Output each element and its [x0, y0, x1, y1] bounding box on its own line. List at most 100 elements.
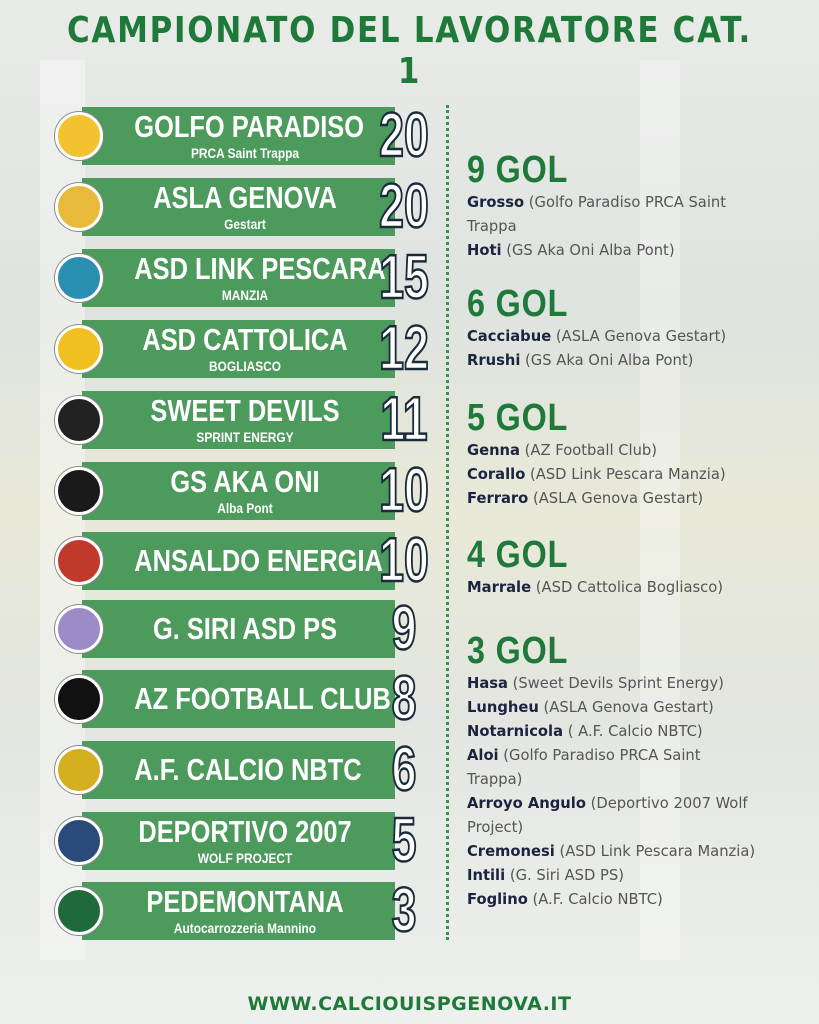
team-name: ASD LINK PESCARA — [134, 251, 386, 286]
scorer-line: Corallo (ASD Link Pescara Manzia) — [467, 462, 726, 486]
team-logo — [55, 325, 103, 373]
team-logo — [55, 675, 103, 723]
team-logo — [55, 746, 103, 794]
scorer-group: 9 GOL Grosso (Golfo Paradiso PRCA Saint Tr… — [467, 150, 740, 262]
team-sponsor: Gestart — [224, 216, 266, 232]
scorer-line: Ferraro (ASLA Genova Gestart) — [467, 486, 726, 510]
row-band — [82, 107, 395, 165]
team-logo — [55, 254, 103, 302]
team-logo — [55, 112, 103, 160]
scorer-line: Genna (AZ Football Club) — [467, 438, 726, 462]
row-band — [82, 882, 395, 940]
team-logo — [55, 537, 103, 585]
row-band — [82, 178, 395, 236]
website-link[interactable]: WWW.CALCIOUISPGENOVA.IT — [247, 993, 572, 1015]
player-team: (ASD Link Pescara Manzia) — [554, 842, 756, 860]
team-name: GOLFO PARADISO — [134, 109, 365, 144]
standings-row: PEDEMONTANA Autocarrozzeria Mannino 3 — [52, 876, 452, 945]
player-name: Cremonesi — [467, 842, 555, 860]
player-name: Foglino — [467, 890, 528, 908]
player-name: Intili — [467, 866, 506, 884]
player-team: (GS Aka Oni Alba Pont) — [501, 241, 675, 259]
scorer-line: Arroyo Angulo (Deportivo 2007 Wolf — [467, 791, 755, 815]
goal-count: 5 GOL — [467, 397, 569, 439]
standings-row: DEPORTIVO 2007 WOLF PROJECT 5 — [52, 806, 452, 875]
scorer-group: 3 GOL Hasa (Sweet Devils Sprint Energy) Lu… — [467, 631, 770, 911]
team-logo — [55, 605, 103, 653]
team-points: 10 — [378, 456, 429, 525]
team-points: 11 — [379, 385, 428, 454]
team-sponsor: Autocarrozzeria Mannino — [173, 920, 317, 936]
row-band — [82, 600, 395, 658]
team-name: DEPORTIVO 2007 — [138, 814, 352, 849]
player-name: Hasa — [467, 674, 508, 692]
scorer-line: Intili (G. Siri ASD PS) — [467, 863, 755, 887]
row-band — [82, 741, 395, 799]
scorer-group: 4 GOL Marrale (ASD Cattolica Bogliasco) — [467, 535, 736, 599]
team-name: GS AKA ONI — [170, 464, 320, 499]
player-name: Genna — [467, 441, 520, 459]
goal-count: 3 GOL — [467, 630, 569, 672]
team-name: AZ FOOTBALL CLUB — [134, 681, 391, 716]
player-team: (ASLA Genova Gestart) — [528, 489, 704, 507]
player-team: Trappa) — [467, 770, 523, 788]
player-team: (Deportivo 2007 Wolf — [585, 794, 748, 812]
row-band — [82, 320, 395, 378]
team-points: 20 — [378, 101, 429, 170]
row-band — [82, 812, 395, 870]
player-name: Marrale — [467, 578, 532, 596]
player-team: Trappa — [467, 217, 517, 235]
team-logo — [55, 887, 103, 935]
team-logo — [55, 396, 103, 444]
player-team: (ASLA Genova Gestart) — [551, 327, 727, 345]
team-sponsor: BOGLIASCO — [208, 358, 282, 374]
standings-row: ANSALDO ENERGIA 10 — [52, 526, 452, 595]
team-name: G. SIRI ASD PS — [152, 611, 338, 646]
player-team: (ASD Cattolica Bogliasco) — [531, 578, 723, 596]
player-name: Grosso — [467, 193, 525, 211]
player-name: Aloi — [467, 746, 499, 764]
page-title: CAMPIONATO DEL LAVORATORE CAT. 1 — [66, 10, 753, 92]
team-logo — [55, 467, 103, 515]
team-points: 6 — [391, 735, 418, 804]
player-name: Cacciabue — [467, 327, 552, 345]
player-team: (Golfo Paradiso PRCA Saint — [498, 746, 701, 764]
standings-row: ASD LINK PESCARA MANZIA 15 — [52, 243, 452, 312]
team-sponsor: WOLF PROJECT — [197, 850, 293, 866]
scorer-line: Lungheu (ASLA Genova Gestart) — [467, 695, 755, 719]
standings-row: ASLA GENOVA Gestart 20 — [52, 172, 452, 241]
player-name: Rrushi — [467, 351, 521, 369]
standings-row: SWEET DEVILS SPRINT ENERGY 11 — [52, 385, 452, 454]
team-logo — [55, 183, 103, 231]
player-team: (G. Siri ASD PS) — [505, 866, 625, 884]
row-band — [82, 462, 395, 520]
team-name: ANSALDO ENERGIA — [134, 543, 383, 578]
player-team: (GS Aka Oni Alba Pont) — [520, 351, 694, 369]
team-name: A.F. CALCIO NBTC — [134, 752, 362, 787]
player-name: Hoti — [467, 241, 502, 259]
row-band — [82, 249, 395, 307]
player-team: (AZ Football Club) — [519, 441, 658, 459]
player-team: (ASLA Genova Gestart) — [538, 698, 714, 716]
scorer-line: Trappa) — [467, 767, 755, 791]
player-team: Project) — [467, 818, 524, 836]
team-name: PEDEMONTANA — [146, 884, 344, 919]
team-name: SWEET DEVILS — [150, 393, 340, 428]
scorer-line: Cacciabue (ASLA Genova Gestart) — [467, 324, 726, 348]
team-points: 20 — [378, 172, 429, 241]
scorer-line: Marrale (ASD Cattolica Bogliasco) — [467, 575, 723, 599]
scorer-group: 6 GOL Cacciabue (ASLA Genova Gestart) Rrus… — [467, 284, 740, 372]
player-name: Lungheu — [467, 698, 539, 716]
player-name: Corallo — [467, 465, 526, 483]
standings-row: ASD CATTOLICA BOGLIASCO 12 — [52, 314, 452, 383]
team-points: 10 — [378, 526, 429, 595]
goal-count: 6 GOL — [467, 283, 569, 325]
team-points: 8 — [391, 664, 418, 733]
standings-row: AZ FOOTBALL CLUB 8 — [52, 664, 452, 733]
team-points: 15 — [378, 243, 429, 312]
team-sponsor: Alba Pont — [217, 500, 273, 516]
team-points: 12 — [378, 314, 429, 383]
scorer-line: Trappa — [467, 214, 726, 238]
divider — [446, 105, 449, 940]
team-points: 5 — [391, 806, 418, 875]
